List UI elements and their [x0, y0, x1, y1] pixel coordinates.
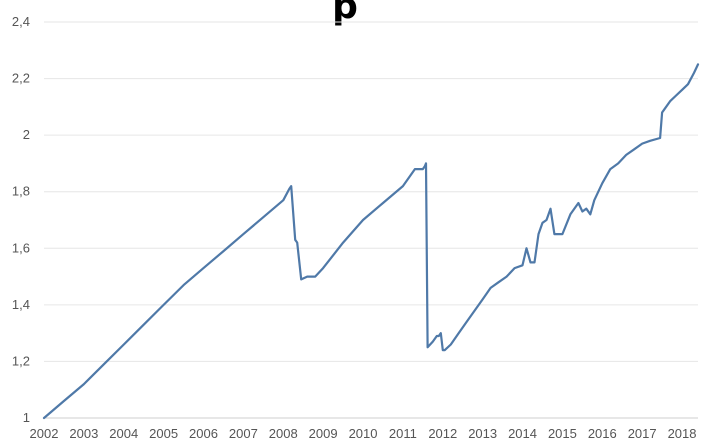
x-tick-label: 2004	[109, 426, 138, 441]
y-tick-label: 2	[23, 127, 30, 142]
y-tick-label: 1,2	[12, 353, 30, 368]
x-tick-label: 2014	[508, 426, 537, 441]
series-line	[42, 63, 700, 420]
gridlines	[44, 21, 698, 419]
series-layer	[42, 63, 700, 420]
chart-title-fragment: p	[332, 0, 358, 27]
y-tick-label: 1	[23, 410, 30, 425]
x-tick-label: 2012	[428, 426, 457, 441]
x-tick-label: 2013	[468, 426, 497, 441]
x-tick-label: 2005	[149, 426, 178, 441]
y-tick-label: 2,4	[12, 14, 30, 29]
x-tick-label: 2015	[548, 426, 577, 441]
x-tick-label: 2003	[69, 426, 98, 441]
x-tick-label: 2006	[189, 426, 218, 441]
x-tick-label: 2016	[588, 426, 617, 441]
y-tick-label: 1,6	[12, 240, 30, 255]
y-tick-label: 1,8	[12, 184, 30, 199]
x-tick-label: 2002	[30, 426, 59, 441]
y-axis-ticks: 1 1,2 1,4 1,6 1,8 2 2,2 2,4	[12, 14, 30, 425]
y-tick-label: 1,4	[12, 297, 30, 312]
x-tick-label: 2010	[349, 426, 378, 441]
x-tick-label: 2011	[389, 426, 417, 441]
x-tick-label: 2009	[309, 426, 338, 441]
x-tick-label: 2017	[628, 426, 657, 441]
x-tick-label: 2018	[668, 426, 697, 441]
x-tick-label: 2008	[269, 426, 298, 441]
x-axis-ticks: 2002 2003 2004 2005 2006 2007 2008 2009 2010 2011…	[30, 426, 697, 441]
y-tick-label: 2,2	[12, 71, 30, 86]
x-tick-label: 2007	[229, 426, 258, 441]
